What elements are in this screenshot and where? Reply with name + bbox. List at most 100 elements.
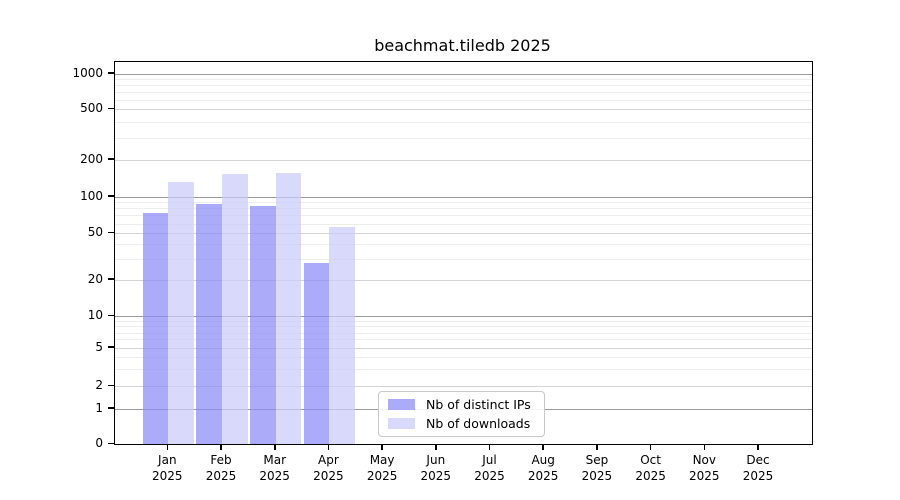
gridline-20 [115, 279, 812, 281]
x-tick-mark-jun [435, 444, 437, 450]
legend: Nb of distinct IPs Nb of downloads [378, 391, 545, 437]
y-tick-mark-20 [108, 278, 114, 280]
x-tick-mark-feb [220, 444, 222, 450]
gridline-minor-80 [115, 208, 812, 210]
y-tick-mark-0 [108, 442, 114, 444]
y-tick-label-10: 10 [87, 308, 103, 323]
legend-row-downloads: Nb of downloads [388, 416, 535, 431]
year-label: 2025 [474, 469, 505, 483]
x-tick-mark-aug [542, 444, 544, 450]
y-tick-mark-200 [108, 158, 114, 160]
gridline-500 [115, 109, 812, 111]
year-label: 2025 [259, 469, 290, 483]
year-label: 2025 [313, 469, 344, 483]
y-tick-label-100: 100 [80, 188, 103, 203]
bar-apr-distinct-ips [303, 262, 330, 444]
month-label: Aug [531, 453, 555, 467]
month-label: Dec [746, 453, 770, 467]
bar-feb-distinct-ips [196, 203, 222, 444]
x-tick-mark-jul [488, 444, 491, 450]
x-tick-mark-sep [596, 444, 598, 450]
y-tick-mark-50 [108, 231, 114, 234]
gridline-minor-400 [115, 121, 812, 123]
gridline-2 [115, 386, 812, 388]
x-tick-label-dec: Dec 2025 [726, 452, 790, 484]
y-tick-mark-1 [108, 407, 114, 409]
y-tick-label-50: 50 [87, 225, 103, 240]
plot-area [114, 61, 813, 445]
y-tick-label-5: 5 [95, 339, 103, 354]
y-tick-label-20: 20 [87, 271, 103, 286]
month-label: Oct [640, 453, 661, 467]
gridline-minor-70 [115, 215, 812, 217]
year-label: 2025 [366, 469, 398, 483]
gridline-10 [115, 316, 812, 318]
x-tick-mark-may [381, 444, 383, 450]
bar-feb-downloads [222, 174, 248, 444]
gridline-minor-40 [115, 244, 812, 246]
y-tick-mark-100 [108, 195, 114, 197]
bar-apr-downloads [329, 227, 356, 444]
gridline-minor-800 [115, 85, 812, 87]
gridline-5 [115, 347, 812, 349]
legend-label-distinct-ips: Nb of distinct IPs [426, 397, 531, 413]
year-label: 2025 [527, 469, 559, 483]
month-label: Apr [318, 453, 339, 467]
legend-swatch-downloads [388, 417, 415, 429]
x-tick-label-nov: Nov 2025 [672, 452, 736, 484]
gridline-minor-700 [115, 92, 812, 93]
y-tick-mark-10 [108, 314, 114, 317]
gridline-minor-600 [115, 99, 812, 101]
month-label: May [369, 453, 395, 467]
bar-mar-distinct-ips [249, 205, 276, 444]
gridline-minor-300 [115, 137, 812, 139]
gridline-minor-7 [115, 332, 812, 334]
year-label: 2025 [635, 469, 666, 483]
y-tick-label-1: 1 [95, 400, 103, 415]
chart-title: beachmat.tiledb 2025 [374, 36, 551, 55]
year-label: 2025 [742, 469, 774, 483]
x-tick-mark-apr [327, 444, 330, 450]
x-tick-mark-mar [274, 444, 276, 450]
x-tick-mark-oct [649, 444, 652, 450]
gridline-50 [115, 233, 812, 235]
month-label: Jan [158, 453, 177, 467]
year-label: 2025 [205, 469, 237, 483]
y-tick-label-0: 0 [95, 436, 103, 450]
month-label: Feb [210, 453, 232, 467]
x-tick-mark-jan [166, 444, 169, 450]
month-label: Sep [585, 453, 609, 467]
gridline-minor-4 [115, 357, 812, 358]
x-tick-mark-dec [757, 444, 759, 450]
legend-row-distinct-ips: Nb of distinct IPs [388, 397, 535, 412]
x-tick-label-jun: Jun 2025 [404, 452, 468, 484]
x-tick-label-apr: Apr 2025 [296, 452, 360, 484]
gridline-minor-90 [115, 202, 812, 204]
y-tick-mark-2 [108, 384, 114, 387]
x-tick-label-feb: Feb 2025 [189, 452, 253, 484]
x-tick-label-jul: Jul 2025 [458, 452, 522, 484]
y-tick-label-200: 200 [80, 151, 103, 166]
month-label: Mar [263, 453, 286, 467]
y-tick-mark-1000 [108, 72, 114, 74]
x-tick-label-mar: Mar 2025 [243, 452, 307, 484]
bar-mar-downloads [275, 173, 302, 444]
bar-jan-distinct-ips [142, 213, 169, 444]
x-tick-label-oct: Oct 2025 [619, 452, 683, 484]
year-label: 2025 [689, 469, 720, 483]
y-tick-label-1000: 1000 [72, 65, 103, 80]
gridline-minor-3 [115, 369, 812, 371]
y-tick-label-2: 2 [95, 378, 103, 393]
y-tick-mark-500 [108, 107, 114, 110]
gridline-minor-8 [115, 326, 812, 328]
y-tick-mark-5 [108, 346, 114, 348]
x-tick-label-sep: Sep 2025 [565, 452, 629, 484]
year-label: 2025 [152, 469, 183, 483]
x-tick-label-may: May 2025 [350, 452, 414, 484]
year-label: 2025 [581, 469, 613, 483]
gridline-200 [115, 159, 812, 161]
month-label: Jun [426, 453, 446, 467]
gridline-minor-6 [115, 339, 812, 341]
bar-jan-downloads [168, 181, 195, 444]
